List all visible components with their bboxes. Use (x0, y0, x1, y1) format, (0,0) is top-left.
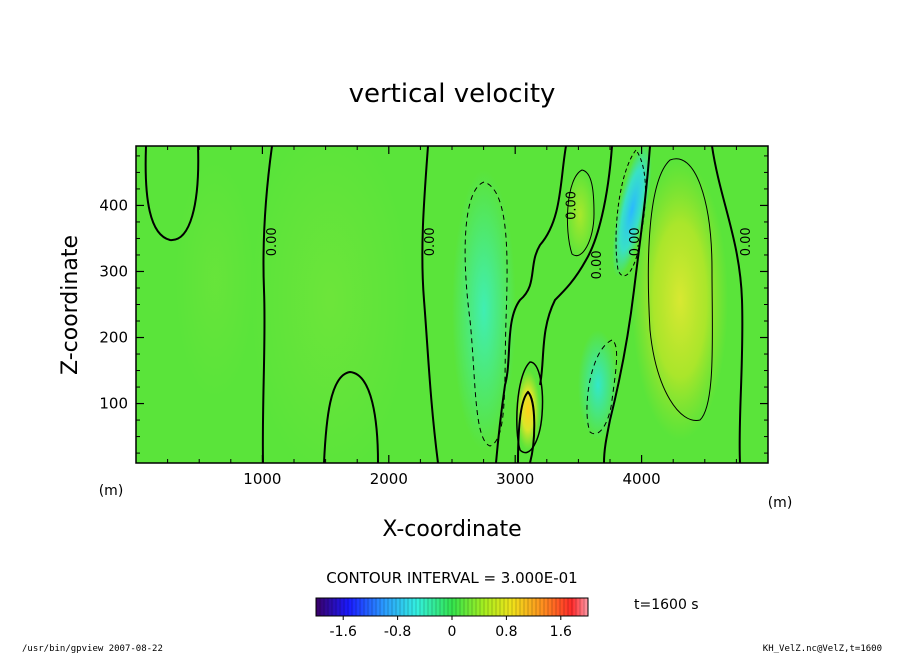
y-axis: 100 200 300 400 (99, 155, 768, 454)
x-tick-label: 1000 (243, 470, 281, 488)
negative-contour (586, 339, 618, 435)
zero-contour (517, 390, 536, 463)
colorbar-tick-label: -0.8 (384, 624, 411, 640)
colorbar-tick-label: 0.8 (495, 624, 517, 640)
plot-area: 0.00 0.00 0.00 0.00 0.00 0.00 (135, 145, 769, 464)
positive-contour (566, 169, 595, 257)
colorbar-tick-label: 1.6 (550, 624, 572, 640)
contour-label: 0.00 (628, 227, 643, 256)
footer-right: KH_VelZ.nc@VelZ,t=1600 (763, 644, 882, 654)
shading-band (250, 146, 410, 463)
positive-contour (647, 158, 713, 421)
shading-positive-small (564, 170, 596, 260)
contour-labels: 0.00 0.00 0.00 0.00 0.00 0.00 (265, 191, 754, 279)
x-tick-label: 4000 (623, 470, 661, 488)
footer-left: /usr/bin/gpview 2007-08-22 (22, 644, 163, 654)
shading-negative-left (452, 170, 516, 450)
x-axis: 1000 2000 3000 4000 (167, 146, 737, 488)
colorbar-ticks: -1.6 -0.8 0 0.8 1.6 (330, 616, 572, 640)
y-tick-label: 400 (99, 196, 128, 214)
shading-negative-lower (578, 330, 618, 440)
zero-contour (261, 146, 273, 463)
y-tick-label: 100 (99, 395, 128, 413)
contour-label: 0.00 (423, 227, 438, 256)
shading-positive-core (516, 370, 540, 450)
shading-positive-right (632, 160, 728, 440)
contour-interval-text: CONTOUR INTERVAL = 3.000E-01 (326, 569, 577, 587)
zero-contour (323, 370, 379, 463)
x-unit-right: (m) (768, 495, 793, 511)
zero-contour (421, 146, 439, 463)
colorbar-fill (316, 598, 588, 616)
y-axis-label: Z-coordinate (58, 235, 83, 375)
zero-contour (711, 146, 744, 463)
y-tick-label: 200 (99, 329, 128, 347)
negative-contour (464, 181, 508, 447)
contour-label: 0.00 (739, 227, 754, 256)
shading-band (175, 160, 255, 400)
time-label: t=1600 s (634, 597, 699, 613)
x-axis-label: X-coordinate (382, 517, 521, 542)
contour-label: 0.00 (565, 191, 580, 220)
zero-contour (539, 146, 613, 386)
negative-contour (615, 149, 646, 277)
colorbar: -1.6 -0.8 0 0.8 1.6 (315, 597, 589, 640)
positive-contour (516, 361, 544, 454)
chart-title: vertical velocity (349, 79, 556, 109)
contour-lines (144, 146, 744, 463)
zero-contour (603, 146, 651, 463)
contour-label: 0.00 (590, 250, 605, 279)
zero-contour (495, 146, 567, 463)
y-tick-label: 300 (99, 262, 128, 280)
x-tick-label: 2000 (370, 470, 408, 488)
shading-negative-upper (612, 146, 652, 277)
x-unit-left: (m) (99, 483, 124, 499)
colorbar-tick-label: 0 (448, 624, 457, 640)
colorbar-tick-label: -1.6 (330, 624, 357, 640)
x-tick-label: 3000 (496, 470, 534, 488)
colorbar-stripes (319, 598, 585, 616)
zero-contour (144, 146, 200, 242)
contour-label: 0.00 (265, 227, 280, 256)
